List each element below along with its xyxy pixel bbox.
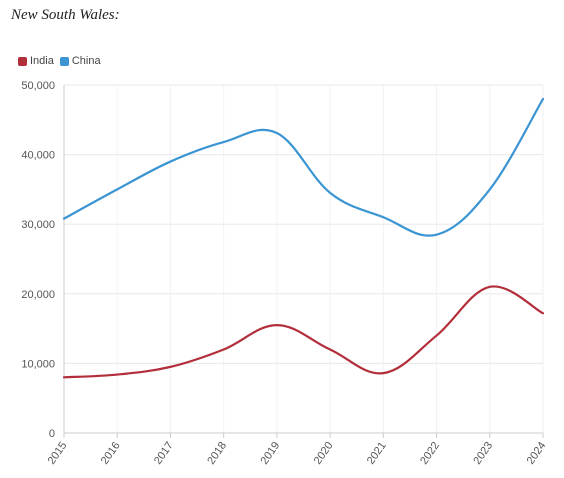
y-tick-label: 50,000 <box>21 80 55 92</box>
legend-item-china[interactable]: China <box>59 55 101 67</box>
series-line-china <box>62 97 545 237</box>
x-tick-label: 2018 <box>205 440 229 467</box>
y-tick-label: 40,000 <box>21 150 55 162</box>
x-tick-label: 2022 <box>418 440 442 467</box>
legend-label-china: China <box>71 55 101 67</box>
y-tick-label: 20,000 <box>21 289 55 301</box>
x-tick-label: 2015 <box>46 440 70 467</box>
legend-swatch-india <box>18 56 27 66</box>
x-tick-label: 2024 <box>525 440 549 467</box>
x-tick-label: 2021 <box>365 440 389 467</box>
y-tick-label: 10,000 <box>21 358 55 370</box>
x-tick-label: 2017 <box>152 440 176 467</box>
legend-item-india[interactable]: India <box>18 55 54 67</box>
legend-label-india: India <box>30 55 54 67</box>
legend: India China <box>18 55 107 67</box>
legend-swatch-china <box>59 56 69 66</box>
series-line-india <box>62 285 545 379</box>
x-tick-label: 2020 <box>312 440 336 467</box>
x-tick-label: 2023 <box>471 440 495 467</box>
chart-title: New South Wales: <box>11 7 120 23</box>
y-tick-label: 0 <box>49 428 55 440</box>
y-tick-label: 30,000 <box>21 219 55 231</box>
x-tick-label: 2019 <box>258 440 282 467</box>
x-tick-label: 2016 <box>99 440 123 467</box>
